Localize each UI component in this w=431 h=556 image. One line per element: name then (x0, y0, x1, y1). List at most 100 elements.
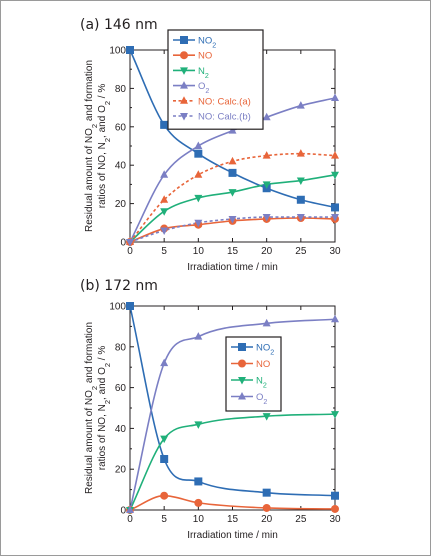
data-point-s2-p5 (296, 177, 305, 186)
y-tick-label: 40 (115, 161, 127, 172)
data-point-s4-p6 (331, 151, 339, 159)
data-point-s1-p3 (262, 503, 271, 512)
data-point-s4-p3 (228, 156, 237, 165)
data-point-s0-p3 (262, 488, 271, 497)
x-tick-label: 25 (295, 514, 307, 525)
legend-label-1: NO (198, 51, 212, 62)
legend-label-1: NO (256, 359, 270, 370)
data-point-s3-p4 (262, 112, 271, 121)
data-point-s5-p1 (160, 227, 169, 235)
chart-title: (a) 146 nm (80, 17, 158, 33)
x-tick-label: 0 (127, 246, 133, 257)
legend-label-4: NO: Calc.(a) (198, 96, 251, 107)
data-point-s4-p2 (194, 170, 203, 178)
data-point-s2-p3 (262, 413, 271, 421)
x-tick-label: 10 (193, 514, 205, 525)
y-tick-label: 20 (115, 199, 127, 210)
legend-box (225, 336, 282, 412)
y-tick-label: 60 (115, 383, 127, 394)
data-point-s1-p4 (331, 504, 339, 513)
data-point-s3-p4 (331, 314, 339, 323)
data-point-s0-p0 (126, 302, 134, 310)
data-point-s2-p4 (331, 411, 339, 419)
data-point-s4-p5 (296, 149, 305, 157)
x-axis-label: Irradiation time / min (187, 262, 278, 273)
y-axis-label-line2: ratios of NO, N2, and O2 / % (97, 84, 112, 209)
data-point-s2-p4 (262, 181, 271, 189)
data-point-s3-p1 (160, 170, 169, 178)
x-axis-label: Irradiation time / min (187, 530, 278, 541)
legend-marker-2 (180, 67, 188, 75)
data-point-s0-p6 (331, 203, 339, 212)
legend-marker-3 (180, 81, 188, 89)
x-tick-label: 5 (161, 514, 167, 525)
legend-marker-4 (180, 96, 188, 104)
data-point-s0-p0 (126, 46, 134, 54)
y-tick-label: 0 (120, 506, 126, 517)
data-point-s5-p5 (296, 214, 305, 222)
data-point-s3-p5 (296, 101, 305, 109)
data-point-s2-p2 (194, 421, 203, 429)
data-point-s0-p2 (194, 477, 203, 486)
data-point-s3-p2 (194, 332, 203, 340)
y-tick-label: 20 (115, 465, 127, 476)
y-tick-label: 40 (115, 424, 127, 435)
data-point-s4-p4 (262, 151, 271, 159)
data-point-s4-p1 (160, 195, 169, 203)
data-point-s2-p2 (194, 194, 203, 203)
x-tick-label: 5 (161, 246, 167, 257)
y-tick-label: 0 (120, 238, 126, 249)
data-point-s2-p1 (160, 435, 169, 444)
data-point-s0-p3 (228, 168, 237, 177)
x-tick-label: 15 (227, 246, 239, 257)
data-point-s0-p4 (331, 491, 339, 500)
data-point-s3-p6 (331, 93, 339, 101)
data-point-s3-p2 (194, 141, 203, 149)
data-point-s3-p3 (262, 318, 271, 327)
data-point-s0-p1 (160, 455, 169, 463)
legend-box (167, 29, 264, 130)
y-tick-label: 100 (109, 302, 126, 313)
legend-marker-0 (238, 343, 246, 351)
data-point-s3-p3 (228, 126, 237, 134)
legend-label-2: N2 (256, 376, 267, 390)
data-point-s5-p4 (262, 214, 271, 222)
x-tick-label: 30 (329, 514, 341, 525)
chart-title: (b) 172 nm (80, 278, 158, 294)
legend-label-2: N2 (198, 66, 209, 80)
data-point-s0-p2 (194, 149, 203, 158)
data-point-s1-p1 (160, 491, 169, 500)
data-point-s2-p1 (160, 208, 169, 216)
legend-marker-5 (180, 113, 188, 121)
data-point-s0-p5 (296, 195, 305, 204)
legend-label-0: NO2 (198, 36, 216, 50)
x-tick-label: 25 (295, 246, 307, 257)
data-point-s5-p3 (228, 215, 237, 224)
y-axis-label-line2: ratios of NO, N2, and O2 / % (97, 346, 112, 471)
x-tick-label: 20 (261, 514, 273, 525)
data-point-s2-p6 (331, 171, 339, 180)
data-point-s3-p1 (160, 358, 169, 367)
y-tick-label: 60 (115, 122, 127, 133)
data-point-s2-p3 (228, 189, 237, 197)
x-tick-label: 0 (127, 514, 133, 525)
legend-label-0: NO2 (256, 343, 274, 357)
data-point-s5-p0 (126, 239, 134, 247)
y-tick-label: 100 (109, 46, 126, 57)
legend-label-3: O2 (256, 392, 267, 406)
y-axis-label-line1: Residual amount of NO2 and formation (84, 322, 99, 494)
legend-label-5: NO: Calc.(b) (198, 112, 251, 123)
legend-marker-0 (180, 36, 188, 44)
x-tick-label: 15 (227, 514, 239, 525)
y-axis-label-line1: Residual amount of NO2 and formation (84, 60, 99, 232)
legend-label-3: O2 (198, 81, 209, 95)
y-tick-label: 80 (115, 342, 127, 353)
data-point-s5-p2 (194, 219, 203, 228)
data-point-s0-p1 (160, 120, 169, 129)
data-point-s5-p6 (331, 214, 339, 222)
legend-marker-1 (180, 51, 188, 60)
x-tick-label: 20 (261, 246, 273, 257)
data-point-s1-p2 (194, 498, 203, 507)
legend-marker-2 (238, 377, 246, 385)
